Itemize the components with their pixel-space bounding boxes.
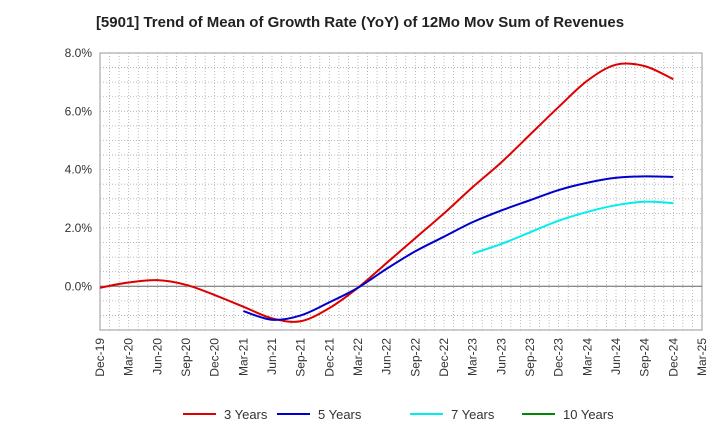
x-tick-label: Mar-20: [122, 338, 136, 376]
x-tick-label: Dec-23: [552, 338, 566, 377]
x-tick-label: Dec-20: [208, 338, 222, 377]
axes: 0.0% 2.0% 4.0% 6.0% 8.0% Dec-19 Mar-20 Jun-20 Se…: [65, 46, 709, 377]
x-tick-label: Mar-22: [351, 338, 365, 376]
x-tick-label: Dec-24: [666, 338, 680, 377]
x-tick-label: Dec-22: [437, 338, 451, 377]
x-tick-label: Dec-19: [93, 338, 107, 377]
x-tick-label: Sep-20: [179, 338, 193, 377]
x-tick-label: Sep-22: [408, 338, 422, 377]
x-tick-label: Sep-21: [294, 338, 308, 377]
x-tick-label: Jun-20: [150, 338, 164, 375]
x-tick-label: Jun-22: [380, 338, 394, 375]
plot-frame: [99, 52, 703, 331]
series-lines: [99, 62, 674, 323]
series-line-7-years: [472, 200, 674, 255]
y-tick-label: 8.0%: [65, 46, 93, 60]
legend-label: 7 Years: [451, 407, 495, 422]
legend: 3 Years 5 Years 7 Years 10 Years: [183, 407, 614, 422]
y-tick-label: 6.0%: [65, 104, 93, 118]
legend-label: 5 Years: [318, 407, 362, 422]
legend-label: 3 Years: [224, 407, 268, 422]
x-tick-label: Mar-23: [466, 338, 480, 376]
x-tick-label: Jun-24: [609, 338, 623, 375]
series-line-3-years: [99, 62, 674, 323]
y-tick-label: 2.0%: [65, 221, 93, 235]
x-tick-label: Jun-23: [494, 338, 508, 375]
x-tick-label: Sep-23: [523, 338, 537, 377]
x-tick-label: Mar-25: [695, 338, 709, 376]
series-line-5-years: [243, 175, 674, 321]
x-tick-label: Jun-21: [265, 338, 279, 375]
x-tick-label: Mar-24: [580, 338, 594, 376]
legend-label: 10 Years: [563, 407, 614, 422]
y-tick-label: 4.0%: [65, 163, 93, 177]
grid: [99, 52, 703, 331]
x-tick-label: Dec-21: [322, 338, 336, 377]
y-tick-label: 0.0%: [65, 279, 93, 293]
x-tick-label: Mar-21: [236, 338, 250, 376]
x-tick-label: Sep-24: [638, 338, 652, 377]
chart-title: [5901] Trend of Mean of Growth Rate (YoY…: [95, 14, 625, 31]
